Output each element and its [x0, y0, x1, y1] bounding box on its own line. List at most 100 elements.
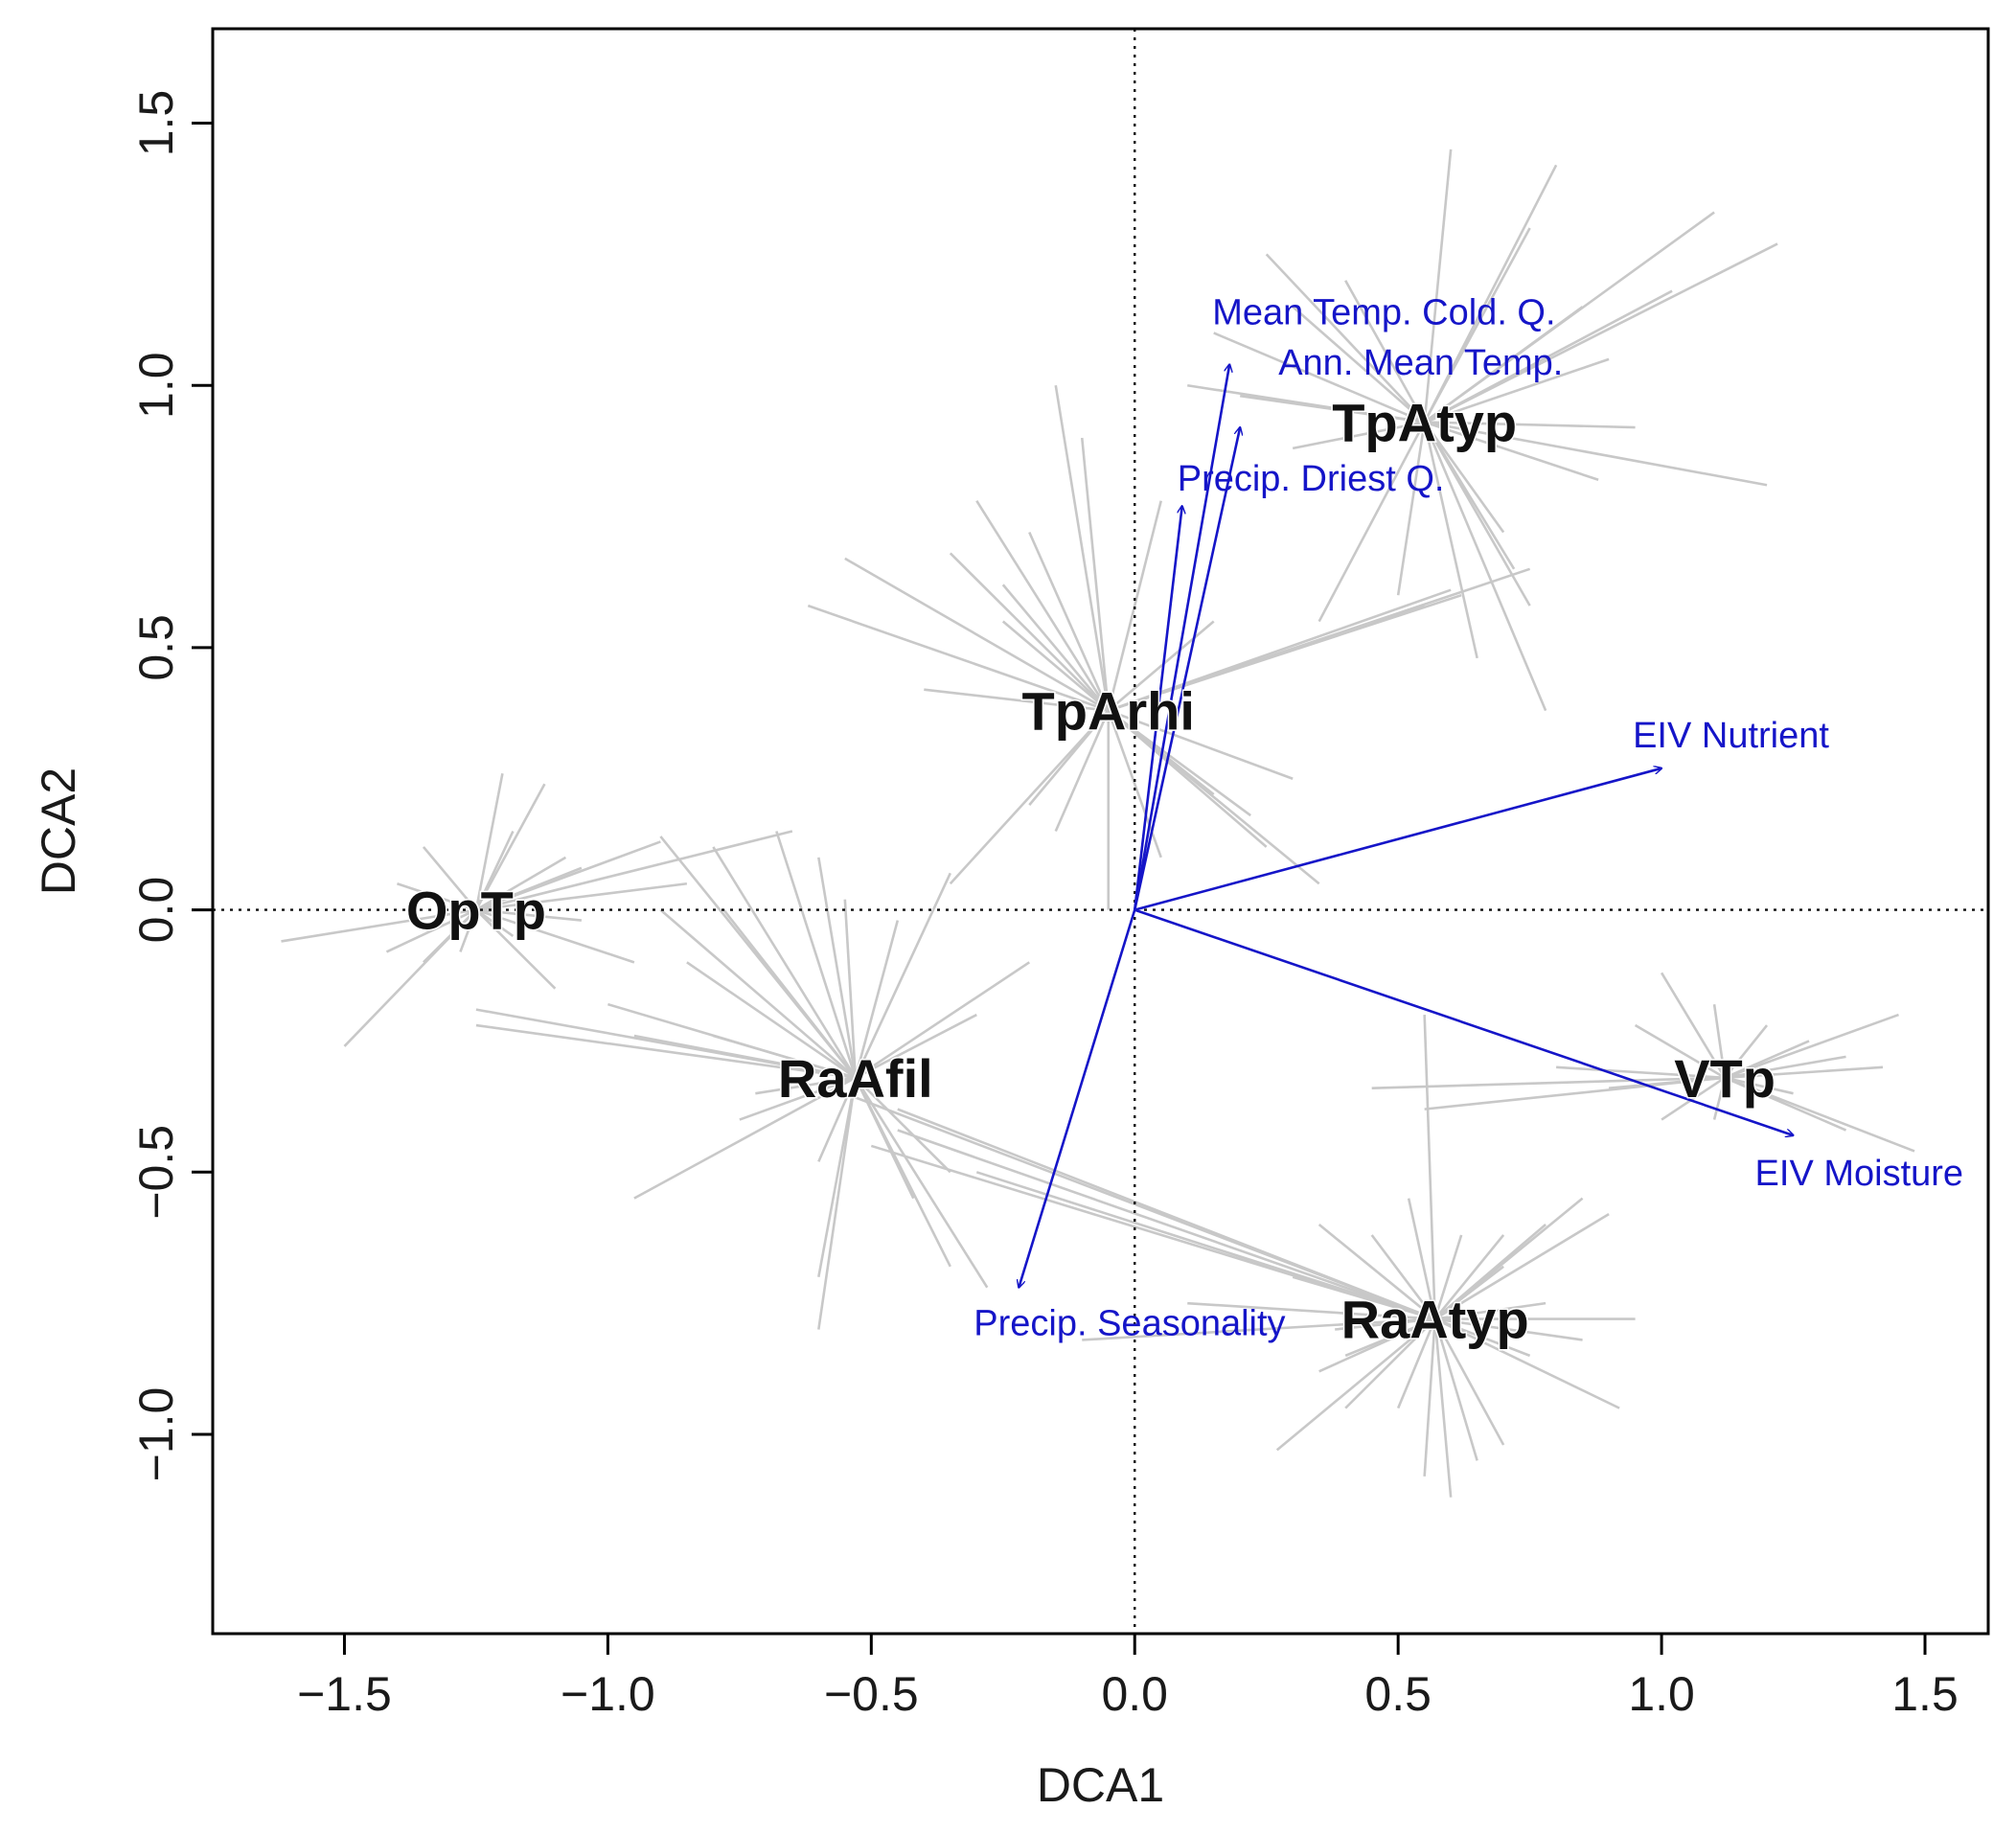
group-label-optp: OpTp [406, 881, 546, 941]
spider-line-tparhi [1028, 709, 1110, 806]
spider-line-optp [475, 908, 583, 922]
vector-label: EIV Nutrient [1633, 716, 1829, 756]
spider-line-raatyp [1275, 1317, 1436, 1452]
spider-line-vtp [1724, 1076, 1847, 1132]
vector-arrow-5 [1019, 909, 1136, 1288]
spider-lines [281, 149, 1915, 1498]
spider-line-raatyp [1434, 1317, 1620, 1409]
y-tick-label: 0.5 [129, 614, 183, 681]
spider-line-raatyp [1433, 1212, 1610, 1320]
spider-line-tpatyp [1424, 357, 1610, 424]
spider-line-tpatyp [1344, 280, 1426, 424]
spider-line-vtp [1712, 1077, 1727, 1120]
spider-line-vtp [1724, 1076, 1794, 1095]
group-label-raatyp: RaAtyp [1341, 1290, 1529, 1350]
spider-line-optp [474, 783, 546, 911]
y-tick-label: 1.5 [129, 90, 183, 157]
group-label-tpatyp: TpAtyp [1332, 393, 1517, 453]
spider-line-raafil [633, 1034, 857, 1080]
spider-line-optp [475, 866, 583, 911]
spider-line-tparhi [1001, 620, 1110, 712]
spider-line-vtp [1371, 1076, 1726, 1090]
x-tick-label: 1.5 [1891, 1667, 1959, 1721]
vector-arrow-1 [1133, 427, 1240, 910]
spider-line-raafil [686, 961, 857, 1079]
spider-line-tpatyp [1424, 421, 1768, 487]
spider-line-raafil [855, 1013, 977, 1079]
spider-line-vtp [1424, 1076, 1726, 1111]
spider-line-raafil [855, 961, 1030, 1079]
plot-frame [211, 27, 1990, 1636]
spider-line-raafil [722, 908, 857, 1079]
vector-label: EIV Moisture [1755, 1154, 1964, 1194]
vector-arrow-0 [1133, 364, 1229, 910]
spider-line-vtp [1724, 1055, 1846, 1080]
vector-arrow-2 [1133, 506, 1181, 910]
vector-label: Ann. Mean Temp. [1278, 343, 1563, 383]
spider-line-raafil [739, 1076, 857, 1121]
y-tick-label: 1.0 [129, 352, 183, 419]
vector-label: Precip. Driest Q. [1178, 459, 1445, 499]
spider-line-tpatyp [1423, 421, 1505, 534]
spider-line-optp [475, 908, 557, 990]
spider-line-tpatyp [1423, 422, 1547, 712]
spider-line-optp [423, 908, 477, 964]
spider-line-raatyp [1407, 1198, 1436, 1319]
spider-line-tpatyp [1423, 149, 1453, 423]
spider-line-raafil [854, 1076, 951, 1174]
spider-line-tparhi [1001, 584, 1110, 712]
spider-line-optp [475, 830, 793, 911]
spider-line-raatyp [1396, 1318, 1436, 1409]
spider-line-tpatyp [1423, 422, 1478, 659]
spider-line-tparhi [1028, 531, 1110, 712]
spider-line-tpatyp [1424, 242, 1778, 424]
spider-line-optp [475, 882, 688, 911]
y-tick-label: −0.5 [129, 1125, 183, 1220]
spider-line-optp [459, 909, 478, 952]
x-tick-label: 1.0 [1628, 1667, 1695, 1721]
spider-line-raafil [633, 1076, 857, 1200]
spider-line-vtp [1724, 1024, 1769, 1079]
spider-line-raafil [755, 1076, 857, 1095]
spider-line-tpatyp [1213, 332, 1426, 424]
axes: −1.5 −1.0 −0.5 0.0 0.5 1.0 1.5 −1.0 −0.5 0.0 0.5 1.… [129, 27, 1990, 1721]
spider-line-optp [397, 882, 477, 911]
spider-line-tparhi [1054, 710, 1110, 833]
spider-line-tpatyp [1265, 253, 1426, 424]
vector-arrow-3 [1134, 768, 1661, 911]
spider-line-raatyp [1335, 1317, 1435, 1331]
spider-line-raatyp [1433, 1265, 1504, 1320]
spider-line-raafil [854, 1077, 951, 1268]
y-tick-label: 0.0 [129, 877, 183, 944]
spider-line-tpatyp [1240, 394, 1425, 424]
spider-line-tpatyp [1423, 421, 1516, 570]
group-labels: Mean Temp. Cold. Q. Ann. Mean Temp. Precip… [404, 292, 1964, 1351]
spider-line-raatyp [897, 1129, 1436, 1320]
reference-lines [213, 29, 1988, 1634]
spider-line-raatyp [1433, 1234, 1505, 1320]
spider-line-raafil [659, 908, 857, 1079]
spider-line-raafil [854, 920, 900, 1079]
spider-line-raatyp [1423, 1318, 1436, 1477]
spider-line-optp [475, 856, 567, 911]
x-tick-label: 0.5 [1364, 1667, 1432, 1721]
spider-line-tpatyp [1423, 227, 1531, 424]
spider-line-tpatyp [1292, 306, 1426, 424]
environmental-vectors [1019, 364, 1793, 1287]
spider-line-tpatyp [1317, 421, 1426, 623]
spider-line-vtp [1724, 1013, 1899, 1079]
spider-line-tparhi [1054, 385, 1111, 711]
spider-line-optp [385, 908, 477, 953]
spider-line-raatyp [1423, 1015, 1436, 1319]
spider-line-raafil [843, 899, 858, 1078]
spider-line-vtp [1634, 1023, 1726, 1079]
x-axis-title: DCA1 [1037, 1758, 1164, 1812]
spider-line-tpatyp [1424, 289, 1673, 424]
spider-line-vtp [1661, 1076, 1726, 1121]
group-label-tparhi: TpArhi [1022, 681, 1195, 742]
spider-line-tpatyp [1424, 421, 1636, 429]
x-tick-label: −0.5 [824, 1667, 919, 1721]
spider-line-raafil [817, 1077, 858, 1162]
spider-line-raafil [775, 831, 858, 1079]
